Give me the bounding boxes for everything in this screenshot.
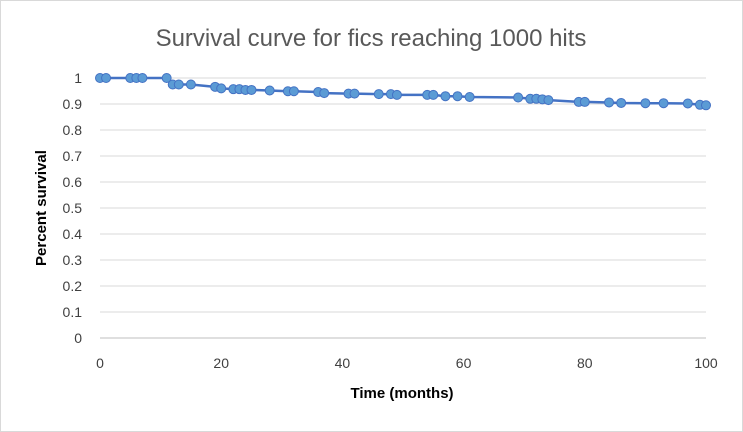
data-point: [543, 95, 554, 106]
y-tick-label: 0: [74, 330, 82, 346]
data-point: [216, 83, 227, 94]
y-tick-label: 0.2: [63, 278, 83, 294]
data-point: [579, 96, 590, 107]
data-point: [604, 97, 615, 108]
x-tick-labels: 0 20 40 60 80 100: [96, 355, 718, 371]
gridlines: [100, 77, 706, 313]
x-tick-label: 40: [335, 355, 351, 371]
y-tick-label: 0.6: [63, 174, 83, 190]
data-point: [288, 86, 299, 97]
x-tick-label: 0: [96, 355, 104, 371]
y-tick-label: 0.8: [63, 122, 83, 138]
data-point: [349, 88, 360, 99]
data-point: [513, 92, 524, 103]
data-point: [658, 98, 669, 109]
data-point: [319, 88, 330, 99]
data-point: [373, 89, 384, 100]
x-tick-label: 80: [577, 355, 593, 371]
y-tick-label: 0.7: [63, 148, 83, 164]
y-tick-label: 0.1: [63, 304, 83, 320]
y-tick-label: 0.5: [63, 200, 83, 216]
data-point: [391, 89, 402, 100]
y-tick-label: 0.3: [63, 252, 83, 268]
data-point: [428, 89, 439, 100]
data-point: [701, 100, 711, 111]
x-tick-label: 60: [456, 355, 472, 371]
data-point: [161, 73, 172, 83]
y-tick-labels: 0 0.1 0.2 0.3 0.4 0.5 0.6 0.7 0.8 0.9 1: [63, 70, 83, 346]
x-tick-label: 100: [694, 355, 718, 371]
data-point: [101, 73, 112, 83]
x-tick-label: 20: [213, 355, 229, 371]
data-point: [185, 79, 196, 90]
data-point: [682, 98, 693, 109]
data-point: [264, 85, 275, 96]
data-point: [440, 91, 451, 102]
data-point: [464, 91, 475, 102]
data-point: [640, 98, 651, 109]
data-point: [246, 84, 257, 95]
y-tick-label: 1: [74, 70, 82, 86]
y-axis-label: Percent survival: [33, 150, 50, 266]
x-axis-label: Time (months): [350, 385, 453, 402]
data-point: [173, 79, 184, 90]
y-tick-label: 0.4: [63, 226, 83, 242]
data-point: [452, 91, 463, 102]
data-point: [137, 73, 148, 83]
chart-title: Survival curve for fics reaching 1000 hi…: [156, 25, 587, 52]
series-group: [95, 73, 711, 111]
data-point: [616, 97, 627, 108]
y-tick-label: 0.9: [63, 96, 83, 112]
